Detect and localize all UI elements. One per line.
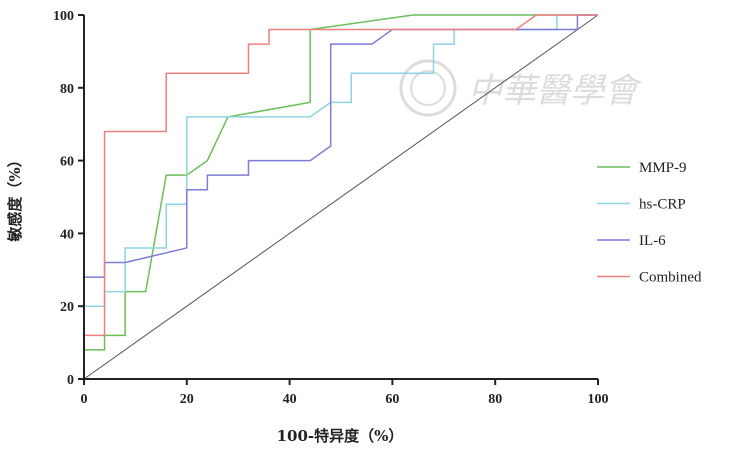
x-tick-label: 40 (283, 392, 297, 407)
series-line-combined (83, 14, 598, 379)
y-tick-label: 0 (67, 373, 74, 388)
watermark: 中華醫學會 (399, 59, 643, 117)
y-tick-label: 60 (60, 155, 74, 170)
y-tick-label: 20 (60, 300, 74, 315)
x-tick-label: 100 (588, 392, 609, 407)
legend-label-hs-crp: hs-CRP (639, 197, 686, 213)
reference-line (83, 14, 599, 380)
y-tick-label: 100 (53, 9, 74, 24)
x-tick-label: 80 (488, 392, 502, 407)
x-tick-label: 0 (81, 392, 88, 407)
series-layer (83, 14, 598, 379)
series-line-mmp-9 (84, 14, 598, 351)
x-tick-label: 20 (180, 392, 194, 407)
reference-diagonal (83, 14, 599, 380)
x-axis-title: 100-特异度（%） (277, 427, 404, 445)
x-tick-label: 60 (385, 392, 399, 407)
legend-label-il-6: IL-6 (639, 233, 666, 249)
legend-label-combined: Combined (639, 270, 702, 286)
axes: 0 20 40 60 80 100 0 20 40 60 80 100 (53, 9, 609, 407)
watermark-seal-icon (399, 59, 457, 117)
watermark-text: 中華醫學會 (468, 71, 643, 111)
y-axis-title: 敏感度（%） (6, 152, 24, 242)
y-tick-label: 40 (60, 227, 74, 242)
watermark-seal-inner-icon (410, 70, 446, 106)
y-tick-label: 80 (60, 82, 74, 97)
legend-label-mmp-9: MMP-9 (639, 160, 687, 176)
series-line-hs-crp (83, 14, 598, 379)
legend: MMP-9 hs-CRP IL-6 Combined (597, 160, 702, 286)
